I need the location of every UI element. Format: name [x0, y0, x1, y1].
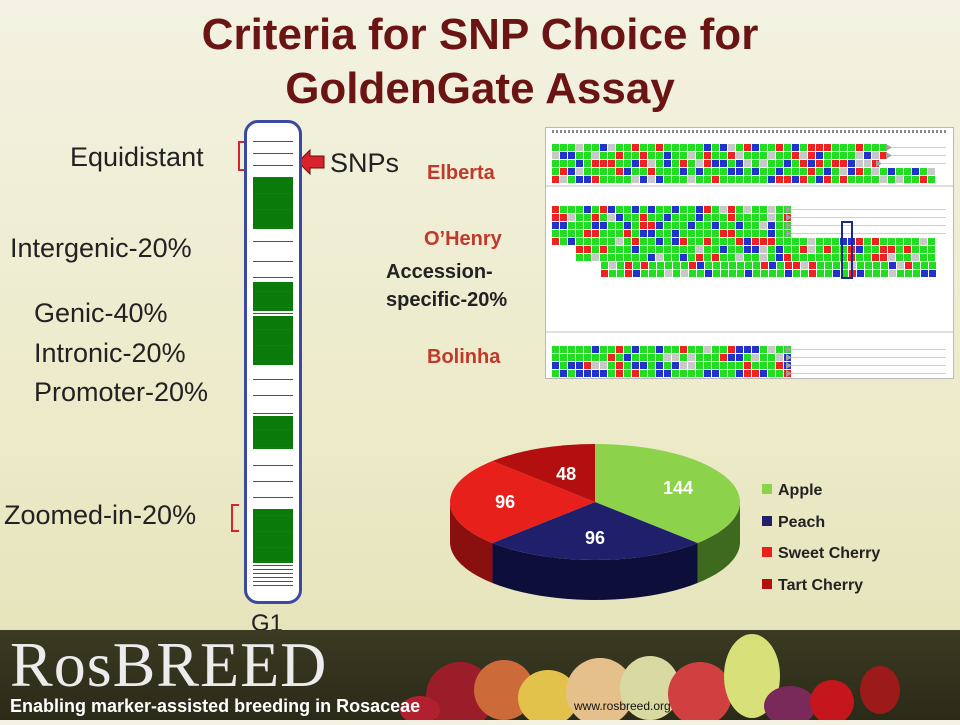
pie-slice-peach: [492, 502, 698, 560]
snp-marker-line: [253, 177, 293, 178]
chromosome-band: [253, 282, 293, 311]
snp-marker-line: [253, 577, 293, 578]
pie-side-apple: [697, 502, 740, 584]
snp-marker-line: [253, 561, 293, 562]
snps-label: SNPs: [330, 148, 400, 178]
chromosome-band: [253, 416, 293, 449]
snp-marker-line: [253, 153, 293, 154]
snp-marker-line: [253, 515, 293, 516]
legend-item-sweet-cherry: Sweet Cherry: [762, 545, 880, 563]
zoomed-bracket: [231, 504, 239, 532]
fruit-images: [400, 634, 900, 725]
accession-label-elberta: Elberta: [427, 162, 495, 184]
chromosome-g1: [244, 120, 302, 604]
zoomed-label: Zoomed-in-20%: [4, 500, 197, 530]
snp-marker-line: [253, 447, 293, 448]
chromosome-bands: [253, 129, 293, 597]
snp-marker-line: [253, 307, 293, 308]
pie-side-sweet-cherry: [450, 502, 493, 584]
accession-specific-label: Accession- specific-20%: [386, 261, 508, 311]
legend-item-peach: Peach: [762, 514, 825, 532]
accession-label-ohenry: O’Henry: [424, 228, 502, 250]
snp-marker-line: [253, 291, 293, 292]
snp-marker-line: [253, 209, 293, 210]
snp-marker-line: [253, 379, 293, 380]
pie-slice-sweet-cherry: [450, 460, 595, 544]
snp-marker-line: [253, 413, 293, 414]
promoter-label: Promoter-20%: [34, 377, 209, 407]
snp-marker-line: [253, 329, 293, 330]
genic-label: Genic-40%: [34, 298, 168, 328]
snp-marker-line: [253, 569, 293, 570]
accession-label-bolinha: Bolinha: [427, 346, 501, 368]
slide-title: Criteria for SNP Choice for GoldenGate A…: [0, 8, 960, 116]
snp-marker-line: [253, 565, 293, 566]
pie-chart: 144 96 96 48: [450, 444, 740, 600]
snp-marker-line: [253, 585, 293, 586]
chromosome-band: [253, 178, 293, 229]
pie-side-peach: [492, 543, 698, 600]
snp-marker-line: [253, 261, 293, 262]
alignment-grid: [546, 130, 953, 377]
snp-marker-line: [253, 465, 293, 466]
footer-tagline: Enabling marker-assisted breeding in Ros…: [10, 696, 421, 716]
footer-banner: [0, 630, 960, 725]
snp-marker-line: [253, 241, 293, 242]
snp-marker-line: [253, 547, 293, 548]
intronic-label: Intronic-20%: [34, 338, 186, 368]
snp-marker-line: [253, 395, 293, 396]
snp-marker-line: [253, 193, 293, 194]
legend-item-tart-cherry: Tart Cherry: [762, 577, 863, 595]
chromosome-band: [253, 316, 293, 365]
pie-value-label: 96: [495, 492, 515, 512]
pie-value-label: 144: [663, 478, 693, 498]
snp-marker-line: [253, 429, 293, 430]
snp-marker-line: [253, 531, 293, 532]
legend-item-apple: Apple: [762, 482, 822, 500]
snp-marker-line: [253, 165, 293, 166]
snp-marker-line: [253, 345, 293, 346]
snp-marker-line: [253, 227, 293, 228]
snp-marker-line: [253, 481, 293, 482]
alignment-panel: [545, 127, 954, 379]
snp-marker-line: [253, 573, 293, 574]
snp-marker-line: [253, 581, 293, 582]
equidistant-label: Equidistant: [70, 142, 204, 172]
arrow-left-icon: [297, 148, 325, 176]
snp-marker-line: [253, 497, 293, 498]
title-line-1: Criteria for SNP Choice for: [201, 10, 759, 59]
pie-slice-tart-cherry: [492, 444, 595, 502]
equidistant-bracket: [238, 141, 246, 171]
pie-value-label: 96: [585, 528, 605, 548]
snp-marker-line: [253, 141, 293, 142]
snp-marker-line: [253, 361, 293, 362]
pie-value-label: 48: [556, 464, 576, 484]
title-line-2: GoldenGate Assay: [285, 64, 675, 113]
snp-marker-line: [253, 277, 293, 278]
rosbreed-logo: RosBREED: [10, 629, 328, 700]
snp-marker-line: [253, 313, 293, 314]
chromosome-band: [253, 509, 293, 563]
pie-legend: Apple Peach Sweet Cherry Tart Cherry: [762, 480, 942, 610]
pie-slice-apple: [595, 444, 740, 544]
intergenic-label: Intergenic-20%: [10, 233, 192, 263]
footer-url: www.rosbreed.org: [574, 699, 671, 713]
